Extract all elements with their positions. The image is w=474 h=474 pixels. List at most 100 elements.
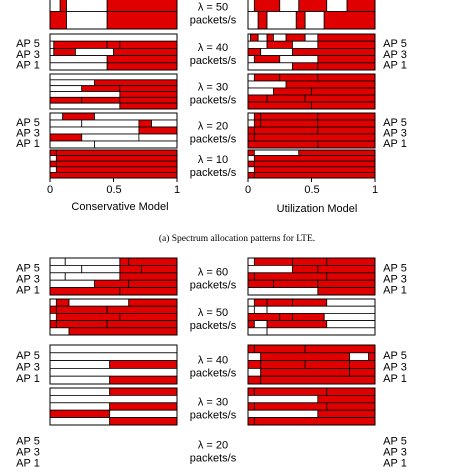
panel-frame [49,73,178,110]
allocation-panel [247,344,376,385]
allocation-cell [247,112,255,121]
allocation-cell [292,62,319,71]
lambda-label: λ = 20 [198,121,228,133]
allocation-panel [247,149,376,179]
allocation-cell [49,96,83,104]
allocation-cell [119,272,178,281]
allocation-panel [49,112,178,149]
allocation-cell [311,87,376,96]
ap-label-left: AP 1 [16,457,40,469]
allocation-cell [59,0,67,12]
allocation-panel [247,73,376,110]
ap-label-right: AP 1 [383,138,407,150]
allocation-cell [272,279,319,289]
allocation-cell [49,79,95,87]
ap-label-left: AP 3 [16,273,40,285]
allocation-panel [247,298,376,336]
allocation-cell [279,73,319,82]
allocation-cell [119,287,178,296]
allocation-cell [247,62,293,71]
allocation-cell [304,344,376,354]
allocation-panel [247,387,376,426]
panel-frame [49,298,178,336]
ap-label-right: AP 3 [383,361,407,373]
left-xlabel: Conservative Model [71,201,168,213]
allocation-cell [119,85,178,92]
x-tick-left-0: 0 [47,184,53,196]
ap-label-left: AP 5 [16,117,40,129]
allocation-cell [253,126,319,135]
ap-label-right: AP 5 [383,117,407,129]
allocation-cell [247,387,255,396]
allocation-cell [138,126,178,135]
allocation-cell [304,33,319,42]
allocation-cell [247,264,293,274]
allocation-cell [253,402,328,411]
ap-label-right: AP 5 [383,350,407,362]
allocation-cell [109,360,178,369]
lambda-unit-label: packets/s [190,368,237,380]
allocation-cell [317,112,376,121]
lambda-label: λ = 50 [198,307,228,319]
allocation-panel [49,387,178,426]
allocation-cell [285,80,376,89]
ap-label-left: AP 3 [16,127,40,139]
allocation-cell [119,312,178,321]
ap-label-right: AP 3 [383,273,407,285]
allocation-cell [253,257,293,266]
x-tick-left-1: 1 [174,184,180,196]
lambda-unit-label: packets/s [190,167,237,179]
allocation-cell [49,166,57,173]
allocation-cell [317,264,376,274]
allocation-cell [247,298,255,307]
allocation-cell [247,166,255,173]
ap-label-right: AP 1 [383,373,407,385]
allocation-cell [94,140,178,149]
allocation-cell [138,119,152,128]
allocation-cell [279,312,293,321]
right-xlabel: Utilization Model [277,203,358,215]
allocation-cell [49,417,111,426]
lambda-unit-label: packets/s [190,410,237,422]
panel-frame [49,257,178,296]
lambda-label: λ = 40 [198,355,228,367]
lambda-unit-label: packets/s [190,15,237,27]
allocation-cell [323,312,376,321]
allocation-cell [81,119,140,128]
allocation-cell [109,409,178,419]
allocation-cell [247,80,287,89]
allocation-cell [151,119,178,128]
lambda-label: λ = 30 [198,397,228,409]
allocation-cell [49,298,57,307]
allocation-cell [49,62,108,71]
allocation-cell [109,417,178,426]
allocation-cell [349,352,370,361]
allocation-panel [247,33,376,71]
lambda-label: λ = 30 [198,82,228,94]
allocation-cell [247,73,255,82]
allocation-cell [298,0,328,12]
allocation-cell [247,375,262,385]
allocation-cell [49,140,95,149]
allocation-cell [317,394,376,404]
lambda-label: λ = 20 [198,440,228,452]
allocation-cell [247,48,262,57]
ap-label-left: AP 1 [16,284,40,296]
allocation-cell [247,367,262,377]
ap-label-left: AP 3 [16,446,40,458]
allocation-cell [109,375,178,385]
allocation-cell [266,11,297,30]
allocation-cell [247,272,255,281]
ap-label-left: AP 5 [16,435,40,447]
ap-label-right: AP 3 [383,127,407,139]
allocation-cell [109,387,178,396]
allocation-cell [317,55,376,64]
allocation-cell [247,40,268,49]
allocation-cell [109,402,178,411]
allocation-cell [55,312,121,321]
allocation-cell [326,257,376,266]
allocation-cell [247,155,255,162]
allocation-cell [49,119,83,128]
panel-frame [49,112,178,149]
